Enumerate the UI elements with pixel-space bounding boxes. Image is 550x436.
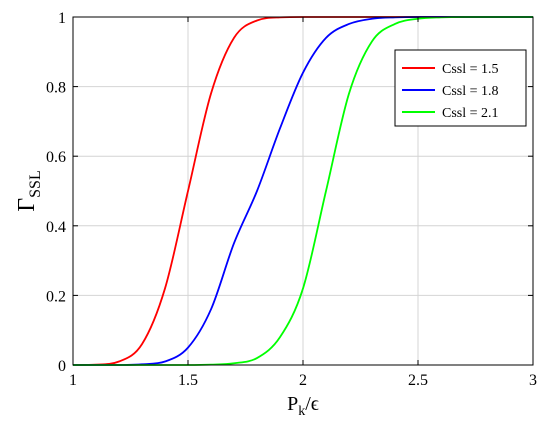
axis-ticks: 1 1.5 2 2.5 3 0 0.2 0.4 0.6 0.8 1 [46, 10, 537, 389]
x-axis-label-main: P [287, 393, 298, 415]
x-tick-label: 1 [69, 372, 77, 389]
x-tick-label: 1.5 [178, 372, 198, 389]
x-tick-label: 2.5 [408, 372, 428, 389]
y-axis-label-sub: SSL [27, 170, 44, 198]
legend-box [394, 49, 527, 127]
y-tick-label: 1 [58, 10, 66, 27]
y-tick-label: 0.4 [46, 219, 66, 236]
y-tick-label: 0 [58, 358, 66, 375]
x-axis-label: Pk/ϵ [287, 393, 319, 419]
y-axis-label: ΓSSL [14, 170, 44, 211]
legend: Cssl = 1.5 Cssl = 1.8 Cssl = 2.1 [394, 49, 527, 127]
x-tick-label: 2 [299, 372, 307, 389]
y-tick-label: 0.8 [46, 80, 66, 97]
x-tick-label: 3 [529, 372, 537, 389]
legend-label: Cssl = 2.1 [442, 106, 499, 121]
legend-label: Cssl = 1.8 [442, 84, 499, 99]
x-axis-label-sub: k [298, 404, 305, 419]
y-tick-label: 0.2 [46, 288, 66, 305]
y-axis-label-main: Γ [14, 198, 40, 212]
y-tick-label: 0.6 [46, 149, 66, 166]
x-axis-label-suffix: /ϵ [305, 393, 319, 415]
legend-label: Cssl = 1.5 [442, 62, 499, 77]
